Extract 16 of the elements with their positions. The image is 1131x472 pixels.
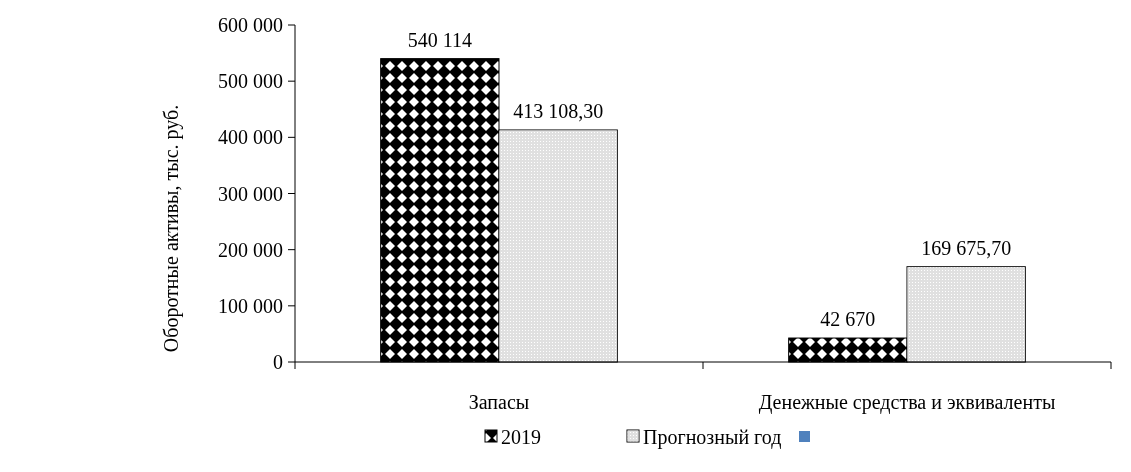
data-label: 540 114: [407, 28, 472, 51]
y-axis-title: Оборотные активы, тыс. руб.: [160, 104, 183, 353]
data-label: 42 670: [820, 308, 876, 331]
legend-label: 2019: [501, 426, 541, 448]
y-tick-label: 400 000: [218, 126, 283, 149]
y-tick-label: 200 000: [218, 238, 283, 261]
y-tick-label: 600 000: [218, 14, 283, 36]
y-tick-label: 0: [273, 351, 283, 373]
legend-label: Прогнозный год: [643, 426, 782, 449]
y-tick-label: 100 000: [218, 294, 283, 317]
y-tick-label: 500 000: [218, 70, 283, 93]
y-tick-label: 300 000: [218, 182, 283, 205]
data-label: 169 675,70: [921, 236, 1012, 259]
data-label: 413 108,30: [513, 99, 604, 122]
x-tick-label: Запасы: [468, 391, 530, 413]
x-tick-label: Денежные средства и эквиваленты: [758, 391, 1056, 414]
